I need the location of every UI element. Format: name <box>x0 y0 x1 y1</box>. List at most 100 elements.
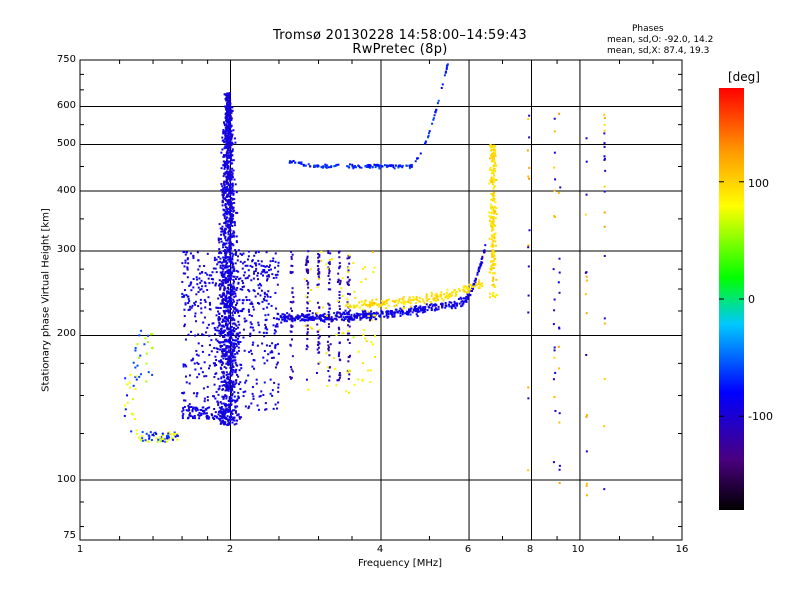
data-point <box>304 164 307 167</box>
data-point <box>231 221 234 224</box>
data-point <box>269 260 272 263</box>
data-point <box>228 171 231 174</box>
data-point <box>274 403 277 406</box>
data-point <box>368 319 371 322</box>
data-point <box>230 301 233 304</box>
data-point <box>228 133 231 136</box>
data-point <box>229 208 232 211</box>
data-point <box>370 310 373 313</box>
data-point <box>442 299 445 302</box>
data-point <box>434 299 437 302</box>
data-point <box>228 146 231 149</box>
data-point <box>227 160 230 163</box>
data-point <box>144 337 147 340</box>
data-point <box>206 385 209 388</box>
data-point <box>492 170 495 173</box>
data-point <box>408 309 411 312</box>
data-point <box>348 391 351 394</box>
data-point <box>228 94 231 97</box>
data-point <box>308 300 311 303</box>
data-point <box>360 281 363 284</box>
data-point <box>290 161 293 164</box>
data-point <box>493 180 496 183</box>
data-point <box>228 256 231 259</box>
data-point <box>223 147 226 150</box>
data-point <box>229 193 232 196</box>
data-point <box>212 267 215 270</box>
data-point <box>488 168 491 171</box>
data-point <box>225 371 228 374</box>
data-point <box>183 325 186 328</box>
data-point <box>407 300 410 303</box>
data-point <box>400 310 403 313</box>
data-point <box>226 105 229 108</box>
data-point <box>327 369 330 372</box>
data-point <box>228 292 231 295</box>
data-point <box>411 164 414 167</box>
data-point <box>233 349 236 352</box>
data-point <box>491 249 494 252</box>
data-point <box>478 266 481 269</box>
data-point <box>220 295 223 298</box>
data-point <box>489 203 492 206</box>
data-point <box>192 257 195 260</box>
data-point <box>228 246 231 249</box>
data-point <box>229 200 232 203</box>
data-point <box>284 319 287 322</box>
data-point <box>329 288 332 291</box>
data-point <box>181 392 184 395</box>
data-point <box>230 319 233 322</box>
data-point <box>185 381 188 384</box>
data-point <box>527 294 530 297</box>
data-point <box>231 387 234 390</box>
data-point <box>227 176 230 179</box>
data-point <box>411 311 414 314</box>
data-point <box>477 269 480 272</box>
data-point <box>189 283 192 286</box>
data-point <box>225 178 228 181</box>
data-point <box>476 273 479 276</box>
data-point <box>230 154 233 157</box>
data-point <box>226 161 229 164</box>
data-point <box>292 300 295 303</box>
data-point <box>235 309 238 312</box>
data-point <box>226 172 229 175</box>
data-point <box>491 183 494 186</box>
data-point <box>201 285 204 288</box>
data-point <box>300 314 303 317</box>
data-point <box>329 318 332 321</box>
data-point <box>274 366 277 369</box>
data-point <box>236 373 239 376</box>
data-point <box>276 407 279 410</box>
data-point <box>217 317 220 320</box>
data-point <box>230 391 233 394</box>
data-point <box>243 260 246 263</box>
data-point <box>290 250 293 253</box>
data-point <box>268 275 271 278</box>
data-point <box>306 345 309 348</box>
data-point <box>333 367 336 370</box>
data-point <box>396 311 399 314</box>
data-point <box>347 269 350 272</box>
data-point <box>228 189 231 192</box>
data-point <box>383 164 386 167</box>
data-point <box>491 152 494 155</box>
data-point <box>585 414 588 417</box>
data-point <box>223 353 226 356</box>
data-point <box>585 450 588 453</box>
data-point <box>235 332 238 335</box>
data-point <box>383 315 386 318</box>
phase-stats-heading: Phases <box>632 24 664 34</box>
data-point <box>228 378 231 381</box>
data-point <box>229 410 232 413</box>
data-point <box>360 317 363 320</box>
data-point <box>249 349 252 352</box>
data-point <box>222 340 225 343</box>
data-point <box>448 301 451 304</box>
data-point <box>217 319 220 322</box>
data-point <box>493 210 496 213</box>
data-point <box>227 256 230 259</box>
data-point <box>244 381 247 384</box>
data-point <box>268 266 271 269</box>
data-point <box>237 278 240 281</box>
